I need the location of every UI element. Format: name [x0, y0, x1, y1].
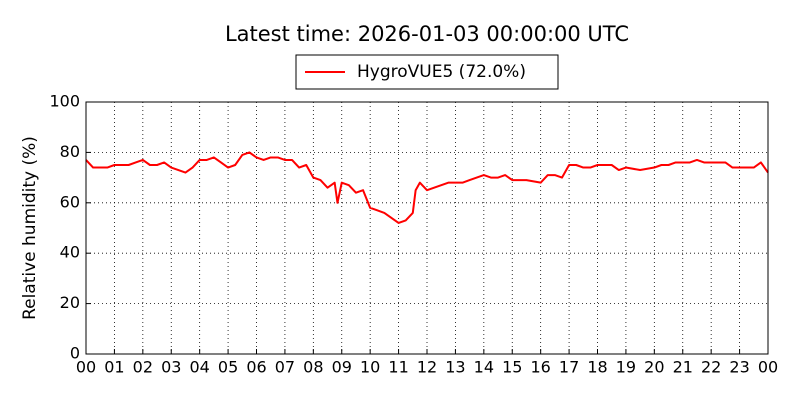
x-tick-label: 00 — [758, 358, 778, 377]
data-line — [85, 151, 769, 224]
x-tick-label: 00 — [76, 358, 96, 377]
x-tick-label: 06 — [246, 358, 266, 377]
y-axis-label: Relative humidity (%) — [20, 136, 40, 320]
x-tick-label: 19 — [616, 358, 636, 377]
chart-title: Latest time: 2026-01-03 00:00:00 UTC — [225, 22, 629, 46]
y-tick-label: 20 — [60, 293, 80, 312]
x-tick-label: 22 — [701, 358, 721, 377]
x-tick-label: 18 — [587, 358, 607, 377]
x-tick-label: 21 — [673, 358, 693, 377]
y-tick-label: 80 — [60, 142, 80, 161]
x-tick-label: 11 — [388, 358, 408, 377]
x-tick-label: 04 — [189, 358, 209, 377]
legend-label: HygroVUE5 (72.0%) — [357, 62, 526, 82]
x-tick-label: 13 — [445, 358, 465, 377]
x-tick-label: 01 — [104, 358, 124, 377]
x-tick-label: 02 — [133, 358, 153, 377]
x-tick-label: 03 — [161, 358, 181, 377]
x-tick-label: 17 — [559, 358, 579, 377]
x-tick-label: 09 — [332, 358, 352, 377]
plot-frame — [85, 101, 769, 355]
x-tick-label: 05 — [218, 358, 238, 377]
x-tick-label: 08 — [303, 358, 323, 377]
y-tick-label: 60 — [60, 192, 80, 211]
x-tick-label: 20 — [644, 358, 664, 377]
x-tick-label: 10 — [360, 358, 380, 377]
x-tick-label: 12 — [417, 358, 437, 377]
x-tick-label: 15 — [502, 358, 522, 377]
y-tick-label: 0 — [70, 344, 80, 363]
y-tick-label: 100 — [49, 92, 80, 111]
x-tick-label: 07 — [275, 358, 295, 377]
x-tick-label: 16 — [530, 358, 550, 377]
x-tick-label: 23 — [729, 358, 749, 377]
y-tick-label: 40 — [60, 243, 80, 262]
x-tick-label: 14 — [474, 358, 494, 377]
